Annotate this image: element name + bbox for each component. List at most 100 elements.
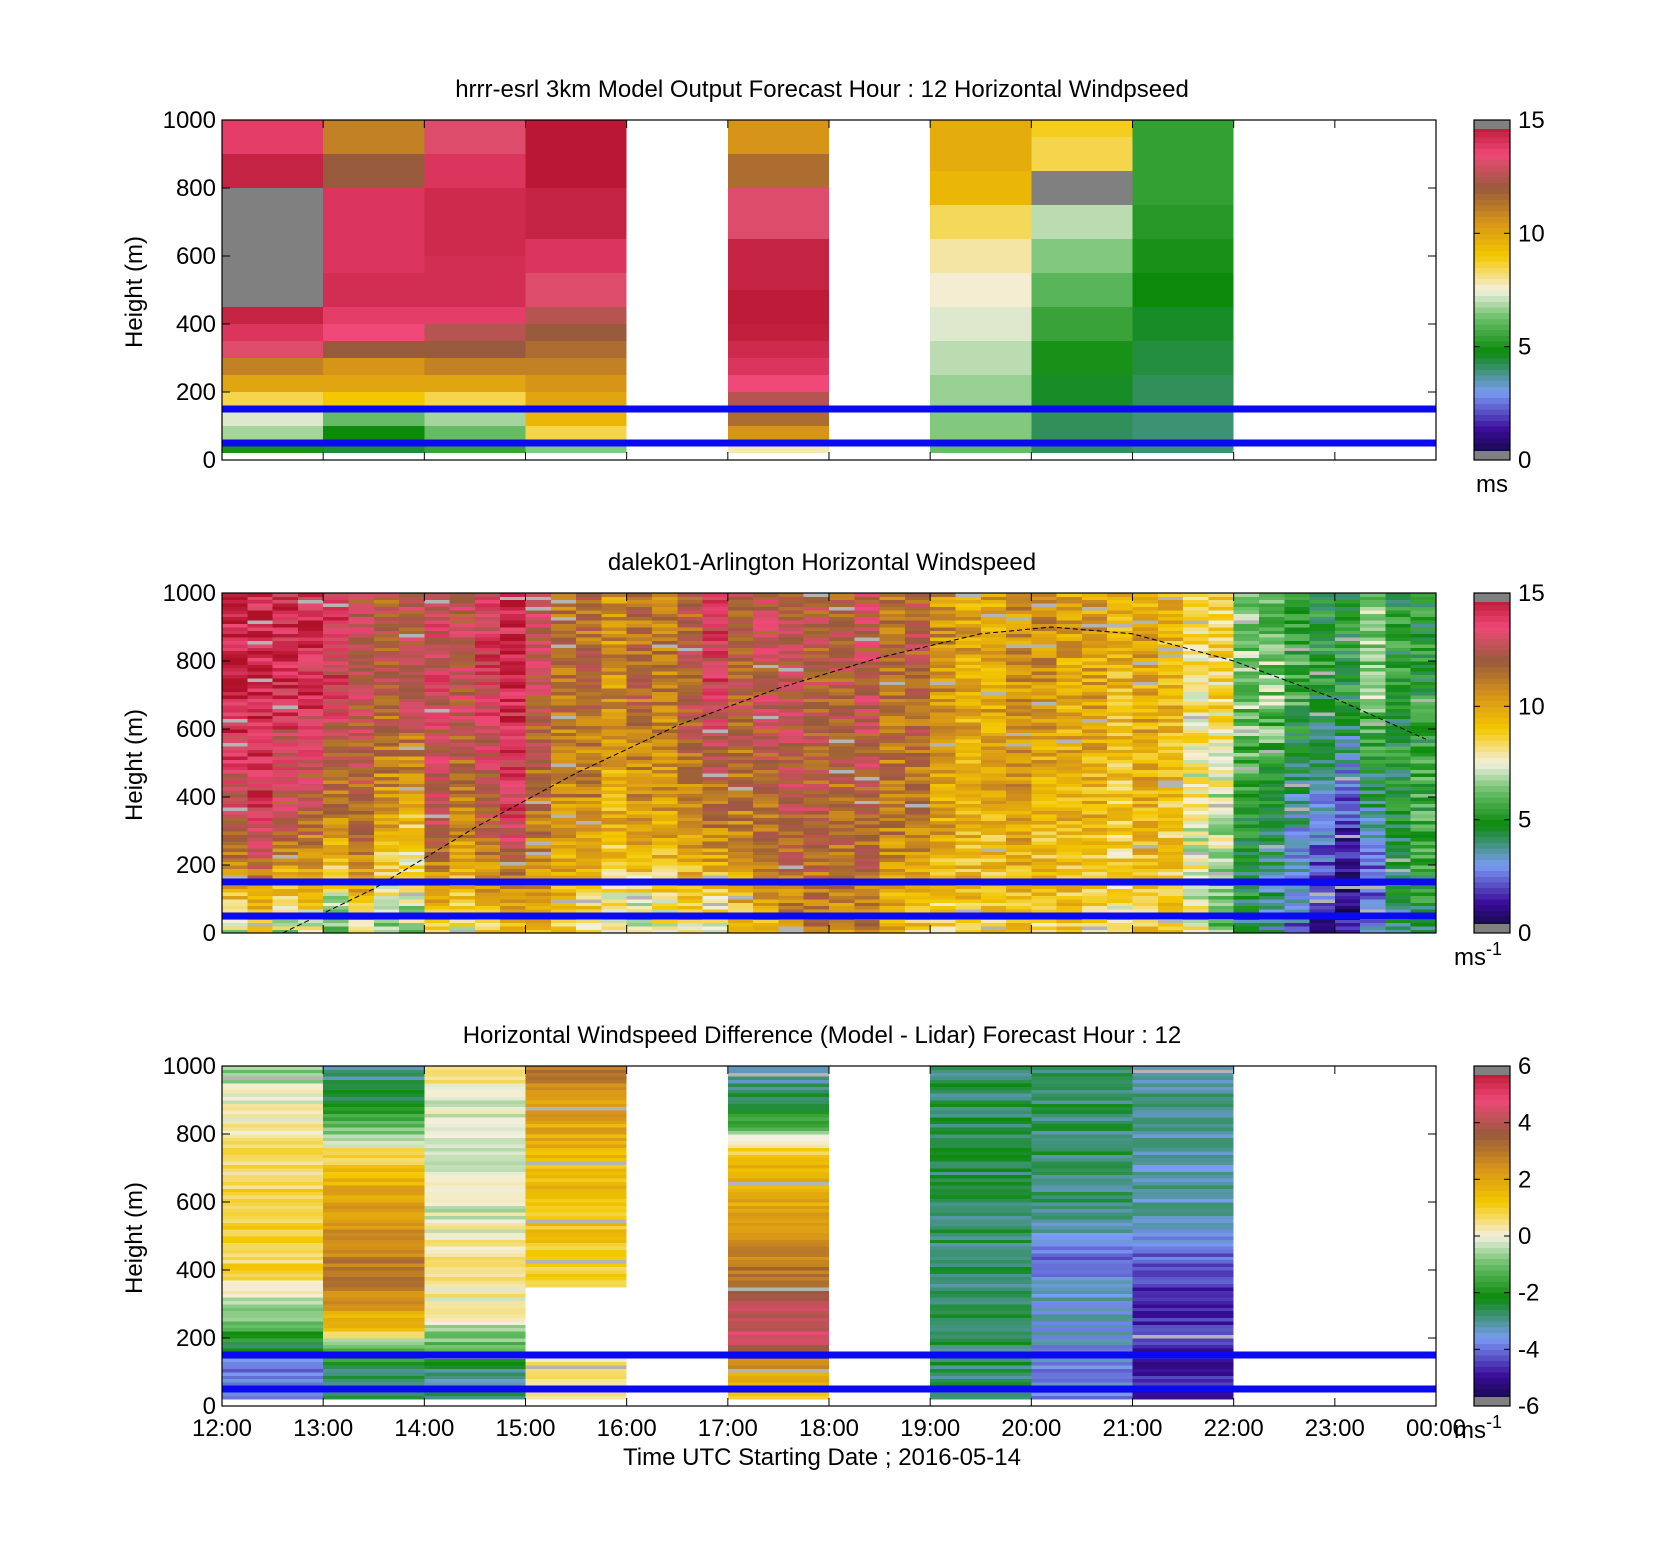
heatmap-cell <box>424 596 451 601</box>
heatmap-cell <box>525 892 552 896</box>
heatmap-cell <box>1056 824 1083 828</box>
heatmap-cell <box>879 647 906 652</box>
heatmap-cell <box>955 729 982 733</box>
heatmap-cell <box>1132 892 1159 896</box>
heatmap-cell <box>373 759 400 764</box>
heatmap-cell <box>1334 759 1361 764</box>
heatmap-cell <box>778 861 805 866</box>
heatmap-cell <box>955 718 982 723</box>
heatmap-cell <box>1006 763 1032 767</box>
heatmap-cell <box>1284 820 1311 825</box>
heatmap-cell <box>702 892 729 896</box>
heatmap-cell <box>449 773 476 777</box>
heatmap-cell <box>424 392 526 409</box>
heatmap-cell <box>323 800 350 805</box>
colorbar-segment <box>1474 267 1510 274</box>
heatmap-cell <box>1360 848 1387 852</box>
heatmap-cell <box>651 613 678 618</box>
heatmap-cell <box>904 868 931 873</box>
heatmap-cell <box>955 715 982 720</box>
heatmap-cell <box>778 814 805 818</box>
heatmap-cell <box>1081 892 1108 896</box>
heatmap-cell <box>1157 593 1184 597</box>
heatmap-cell <box>247 599 274 604</box>
heatmap-cell <box>1081 929 1108 934</box>
heatmap-cell <box>626 606 653 611</box>
heatmap-cell <box>576 620 602 624</box>
heatmap-cell <box>980 705 1007 709</box>
heatmap-cell <box>1157 793 1184 798</box>
heatmap-cell <box>879 664 906 669</box>
heatmap-cell <box>930 820 957 825</box>
heatmap-cell <box>348 627 375 631</box>
heatmap-cell <box>373 678 400 682</box>
heatmap-cell <box>1258 667 1285 672</box>
heatmap-cell <box>651 620 678 624</box>
heatmap-cell <box>1056 926 1083 930</box>
heatmap-cell <box>1056 593 1083 597</box>
heatmap-cell <box>1334 773 1361 777</box>
heatmap-cell <box>1107 783 1134 788</box>
heatmap-cell <box>348 854 375 859</box>
heatmap-cell <box>626 729 653 733</box>
heatmap-cell <box>879 715 906 720</box>
heatmap-cell <box>272 708 299 713</box>
heatmap-cell <box>1157 664 1184 669</box>
heatmap-cell <box>955 875 982 879</box>
heatmap-cell <box>474 746 501 750</box>
heatmap-cell <box>1258 678 1285 682</box>
heatmap-cell <box>399 824 425 828</box>
heatmap-cell <box>727 854 754 859</box>
heatmap-cell <box>247 909 274 913</box>
heatmap-cell <box>1284 701 1311 706</box>
heatmap-cell <box>297 630 324 635</box>
heatmap-cell <box>854 661 881 665</box>
heatmap-cell <box>1183 613 1209 618</box>
heatmap-cell <box>222 691 248 696</box>
heatmap-cell <box>1107 773 1134 777</box>
heatmap-cell <box>576 654 602 658</box>
heatmap-cell <box>449 814 476 818</box>
heatmap-cell <box>1410 841 1437 845</box>
heatmap-cell <box>1107 817 1134 822</box>
heatmap-cell <box>373 831 400 835</box>
heatmap-cell <box>778 875 805 879</box>
heatmap-cell <box>1107 746 1134 750</box>
heatmap-cell <box>904 654 931 658</box>
heatmap-cell <box>702 851 729 856</box>
heatmap-cell <box>1157 919 1184 924</box>
heatmap-cell <box>778 776 805 781</box>
heatmap-cell <box>778 725 805 730</box>
heatmap-cell <box>1031 786 1058 791</box>
heatmap-cell <box>272 718 299 723</box>
heatmap-cell <box>1233 630 1260 635</box>
heatmap-cell <box>727 684 754 689</box>
heatmap-cell <box>247 691 274 696</box>
heatmap-cell <box>373 671 400 675</box>
heatmap-cell <box>576 861 602 866</box>
heatmap-cell <box>854 814 881 818</box>
heatmap-cell <box>879 858 906 862</box>
heatmap-cell <box>702 875 729 879</box>
heatmap-cell <box>829 858 855 862</box>
heatmap-cell <box>677 739 704 743</box>
heatmap-cell <box>1132 630 1159 635</box>
heatmap-cell <box>576 698 602 703</box>
heatmap-cell <box>1309 620 1336 624</box>
heatmap-cell <box>323 654 350 658</box>
heatmap-cell <box>879 667 906 672</box>
heatmap-cell <box>651 695 678 699</box>
heatmap-cell <box>449 902 476 907</box>
heatmap-cell <box>1157 790 1184 794</box>
heatmap-cell <box>1208 895 1235 900</box>
heatmap-cell <box>576 630 602 635</box>
heatmap-cell <box>1208 875 1235 879</box>
heatmap-cell <box>651 715 678 720</box>
heatmap-cell <box>474 623 501 628</box>
heatmap-cell <box>399 684 425 689</box>
heatmap-cell <box>1081 701 1108 706</box>
heatmap-cell <box>626 674 653 679</box>
heatmap-cell <box>449 885 476 890</box>
heatmap-cell <box>1284 810 1311 815</box>
heatmap-cell <box>449 742 476 747</box>
